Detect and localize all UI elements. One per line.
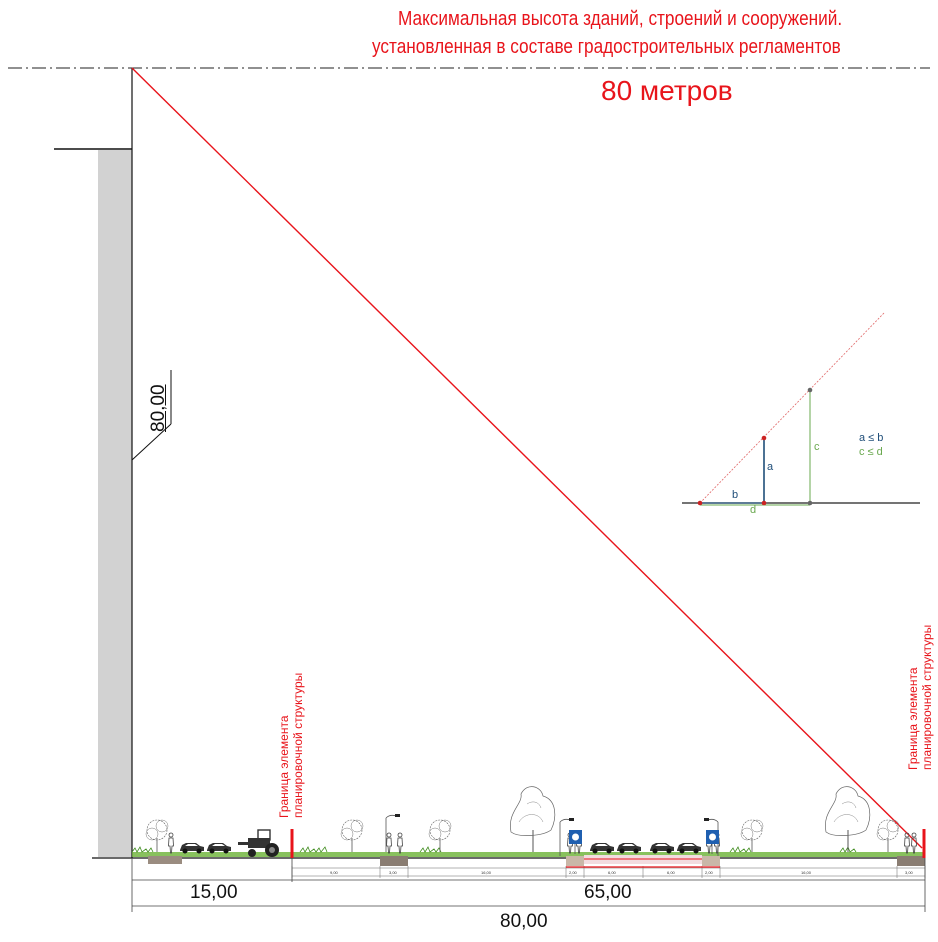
street-segment-label: 16,00 — [801, 870, 812, 875]
title-max-height: 80 метров — [601, 75, 733, 106]
street-segment-label: 6,00 — [608, 870, 616, 875]
boundary-label-left: Граница элемента планировочной структуры — [277, 673, 305, 818]
grass-strip — [132, 852, 925, 857]
inset-diagram — [676, 302, 928, 518]
dimension-right-segment: 65,00 — [584, 882, 632, 903]
boundary-label-right-line2: планировочной структуры — [920, 624, 934, 770]
title-line-1: Максимальная высота зданий, строений и с… — [398, 8, 843, 30]
street-segment-label: 2,00 — [569, 870, 577, 875]
street-segment-label: 9,00 — [330, 870, 338, 875]
title-line-2: установленная в составе градостроительны… — [372, 36, 841, 58]
boundary-label-left-line1: Граница элемента — [277, 715, 291, 818]
tractor-icon — [238, 829, 279, 857]
boundary-label-right-line1: Граница элемента — [906, 667, 920, 770]
boundary-label-right: Граница элемента планировочной структуры — [906, 625, 934, 770]
inset-rule-cd: c ≤ d — [859, 446, 883, 458]
dimension-left-segment: 15,00 — [190, 882, 238, 903]
street-segment-label: 6,00 — [667, 870, 675, 875]
inset-label-c: c — [814, 441, 820, 453]
street-segment-label: 3,00 — [389, 870, 397, 875]
inset-label-b: b — [732, 489, 739, 501]
inset-rule-ab: a ≤ b — [859, 432, 884, 444]
building-height-label: 80,00 — [148, 384, 169, 432]
building — [98, 150, 132, 857]
street-segment-label: 2,00 — [705, 870, 713, 875]
street-segment-label: 16,00 — [481, 870, 492, 875]
height-diagonal — [131, 67, 923, 849]
inset-label-a: a — [767, 461, 774, 473]
street-segment-label: 3,00 — [905, 870, 913, 875]
boundary-label-left-line2: планировочной структуры — [291, 672, 305, 818]
pedestrian-icon — [168, 832, 917, 854]
inset-label-d: d — [750, 504, 757, 516]
dimension-total: 80,00 — [500, 911, 548, 932]
